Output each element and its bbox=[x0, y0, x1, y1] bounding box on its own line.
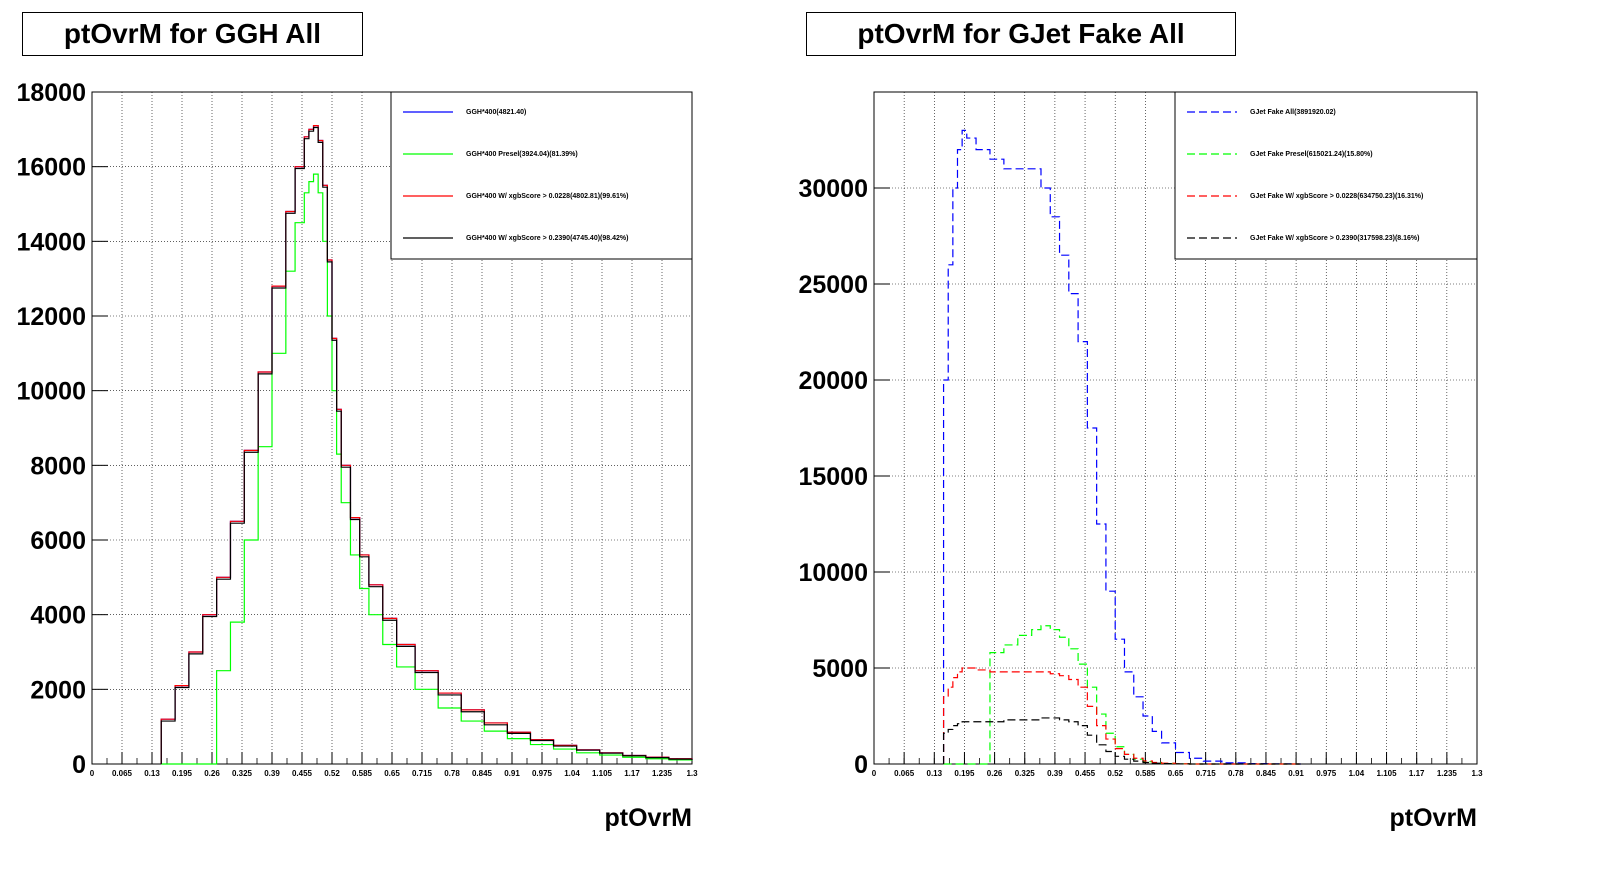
x-tick-label: 0.65 bbox=[1168, 769, 1184, 778]
legend-label: GGH*400(4821.40) bbox=[466, 109, 526, 116]
x-tick-label: 0.13 bbox=[144, 769, 160, 778]
x-tick-label: 0 bbox=[872, 769, 877, 778]
y-tick-label: 10000 bbox=[16, 378, 86, 406]
right-histogram-panel: 0 0.065 0.13 0.195 0.26 0.325 0.39 0.455 0.52 0.5… bbox=[798, 91, 1483, 832]
x-tick-label: 0.065 bbox=[894, 769, 915, 778]
x-tick-label: 1.3 bbox=[1471, 769, 1483, 778]
x-tick-label: 0.52 bbox=[324, 769, 340, 778]
x-tick-label: 0.975 bbox=[532, 769, 553, 778]
x-tick-label: 0.065 bbox=[112, 769, 133, 778]
x-tick-label: 1.3 bbox=[686, 769, 698, 778]
y-tick-label: 25000 bbox=[798, 271, 868, 299]
x-tick-label: 1.235 bbox=[652, 769, 673, 778]
right-plot-title: ptOvrM for GJet Fake All bbox=[806, 12, 1236, 56]
x-tick-label: 0.975 bbox=[1316, 769, 1337, 778]
y-tick-label: 0 bbox=[854, 751, 868, 779]
x-tick-label: 0.455 bbox=[1075, 769, 1096, 778]
x-tick-label: 0.455 bbox=[292, 769, 313, 778]
x-tick-label: 1.17 bbox=[624, 769, 640, 778]
y-tick-label: 14000 bbox=[16, 228, 86, 256]
x-tick-label: 0.325 bbox=[232, 769, 253, 778]
y-tick-label: 30000 bbox=[798, 175, 868, 203]
x-axis-title: ptOvrM bbox=[605, 804, 693, 832]
legend-box bbox=[390, 91, 693, 260]
x-tick-label: 0.845 bbox=[472, 769, 493, 778]
x-tick-label: 0.26 bbox=[204, 769, 220, 778]
x-tick-label: 0.13 bbox=[927, 769, 943, 778]
y-tick-label: 12000 bbox=[16, 303, 86, 331]
x-tick-label: 1.04 bbox=[564, 769, 580, 778]
x-tick-label: 0.91 bbox=[504, 769, 520, 778]
y-tick-label: 15000 bbox=[798, 463, 868, 491]
x-tick-label: 0.325 bbox=[1015, 769, 1036, 778]
x-tick-label: 1.105 bbox=[1377, 769, 1398, 778]
x-tick-label: 0.585 bbox=[352, 769, 373, 778]
y-tick-label: 5000 bbox=[812, 655, 868, 683]
legend-label: GJet Fake Presel(615021.24)(15.80%) bbox=[1250, 151, 1373, 158]
x-tick-label: 0.78 bbox=[1228, 769, 1244, 778]
x-tick-label: 0.715 bbox=[412, 769, 433, 778]
x-tick-label: 0.195 bbox=[954, 769, 975, 778]
x-tick-label: 1.105 bbox=[592, 769, 613, 778]
y-tick-label: 8000 bbox=[30, 452, 86, 480]
x-tick-label: 0.845 bbox=[1256, 769, 1277, 778]
x-tick-label: 0.91 bbox=[1288, 769, 1304, 778]
series-line bbox=[942, 129, 1301, 765]
x-tick-label: 0.195 bbox=[172, 769, 193, 778]
legend-label: GGH*400 W/ xgbScore > 0.2390(4745.40)(98… bbox=[466, 235, 628, 242]
x-tick-label: 0.585 bbox=[1135, 769, 1156, 778]
y-tick-label: 18000 bbox=[16, 79, 86, 107]
y-tick-label: 16000 bbox=[16, 154, 86, 182]
legend-box bbox=[1174, 91, 1478, 260]
series-line bbox=[160, 126, 693, 764]
x-tick-label: 0.26 bbox=[987, 769, 1003, 778]
legend-label: GGH*400 W/ xgbScore > 0.0228(4802.81)(99… bbox=[466, 193, 628, 200]
legend-label: GJet Fake W/ xgbScore > 0.2390(317598.23… bbox=[1250, 235, 1419, 242]
x-tick-label: 1.04 bbox=[1349, 769, 1365, 778]
y-tick-label: 10000 bbox=[798, 559, 868, 587]
x-tick-label: 0.78 bbox=[444, 769, 460, 778]
legend-label: GGH*400 Presel(3924.04)(81.39%) bbox=[466, 151, 578, 158]
x-tick-label: 0.65 bbox=[384, 769, 400, 778]
y-tick-label: 20000 bbox=[798, 367, 868, 395]
left-plot-title: ptOvrM for GGH All bbox=[22, 12, 363, 56]
x-tick-label: 1.235 bbox=[1437, 769, 1458, 778]
x-tick-label: 0.39 bbox=[1047, 769, 1063, 778]
x-tick-label: 1.17 bbox=[1409, 769, 1425, 778]
x-tick-label: 0.39 bbox=[264, 769, 280, 778]
y-tick-label: 0 bbox=[72, 751, 86, 779]
x-tick-label: 0 bbox=[90, 769, 95, 778]
series-line bbox=[161, 173, 693, 765]
legend-label: GJet Fake W/ xgbScore > 0.0228(634750.23… bbox=[1250, 193, 1423, 200]
series-line bbox=[942, 717, 1301, 765]
x-tick-label: 0.715 bbox=[1196, 769, 1217, 778]
left-histogram-panel: 0 0.065 0.13 0.195 0.26 0.325 0.39 0.455 0.52 0.5… bbox=[16, 79, 698, 832]
y-tick-label: 6000 bbox=[30, 527, 86, 555]
x-tick-label: 0.52 bbox=[1107, 769, 1123, 778]
series-line bbox=[942, 667, 1301, 765]
y-tick-label: 4000 bbox=[30, 602, 86, 630]
x-axis-title: ptOvrM bbox=[1390, 804, 1478, 832]
legend-label: GJet Fake All(3891920.02) bbox=[1250, 109, 1336, 116]
y-tick-label: 2000 bbox=[30, 676, 86, 704]
